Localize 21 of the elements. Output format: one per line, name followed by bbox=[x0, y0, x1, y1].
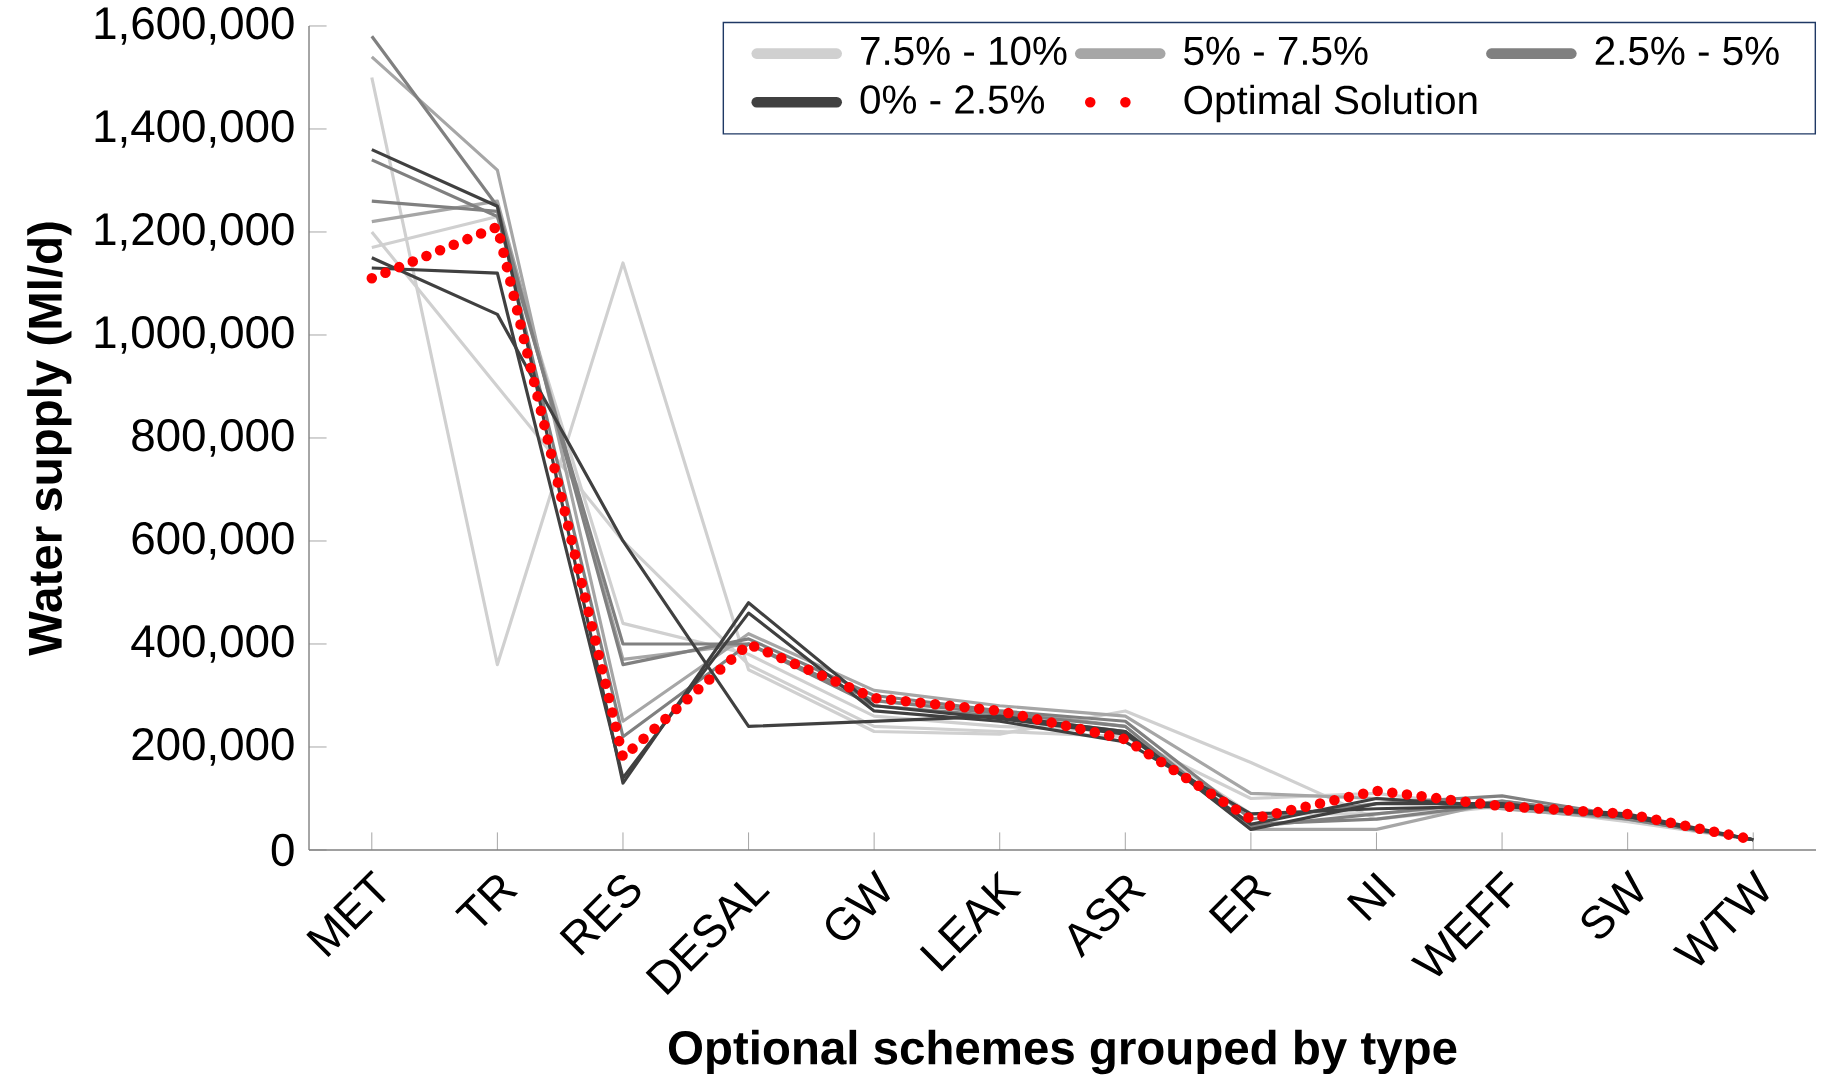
legend-label: 0% - 2.5% bbox=[860, 85, 1044, 114]
legend-label: 2.5% - 5% bbox=[1595, 36, 1779, 66]
y-tick-label: 800,000 bbox=[132, 419, 294, 457]
legend-label: 7.5% - 10% bbox=[861, 36, 1067, 66]
x-tick-label: SW bbox=[1581, 869, 1644, 939]
y-tick-label: 400,000 bbox=[131, 625, 294, 663]
x-tick-label: ER bbox=[1208, 875, 1272, 934]
y-tick-label: 600,000 bbox=[132, 522, 294, 560]
y-tick-label: 1,600,000 bbox=[95, 7, 294, 45]
y-tick-label: 200,000 bbox=[132, 728, 294, 766]
y-axis-title: Water supply (Ml/d) bbox=[27, 222, 72, 656]
x-tick-label: NI bbox=[1346, 872, 1396, 922]
x-axis-title: Optional schemes grouped by type bbox=[668, 1029, 1457, 1075]
legend-label: Optimal Solution bbox=[1184, 84, 1477, 123]
x-tick-label: GW bbox=[826, 869, 891, 941]
y-tick-label: 0 bbox=[271, 833, 294, 867]
y-tick-label: 1,200,000 bbox=[95, 213, 294, 251]
legend-label: 5% - 7.5% bbox=[1184, 36, 1368, 66]
x-tick-label: TR bbox=[455, 875, 519, 927]
y-tick-label: 1,000,000 bbox=[95, 316, 294, 354]
y-tick-label: 1,400,000 bbox=[95, 110, 294, 148]
